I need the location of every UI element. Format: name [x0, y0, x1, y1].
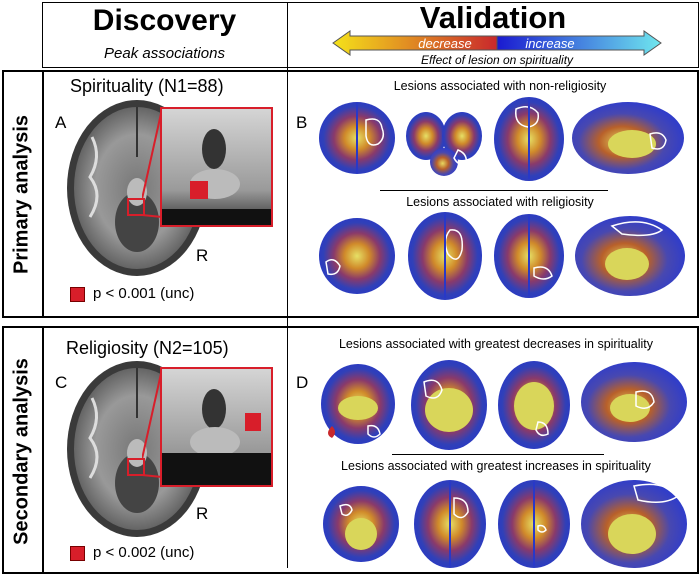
secondary-title: Religiosity (N2=105)	[66, 338, 229, 358]
side-label-c: R	[196, 504, 209, 523]
primary-label-divider	[42, 70, 44, 318]
decrease-label: decrease	[418, 36, 472, 51]
header-divider	[287, 2, 288, 568]
primary-title: Spirituality (N1=88)	[70, 76, 224, 96]
brain-b3	[494, 97, 564, 181]
discovery-title: Discovery	[92, 4, 237, 37]
header-frame	[42, 2, 699, 68]
primary-row-label: Primary analysis	[10, 115, 33, 274]
brain-d1	[321, 364, 395, 444]
brain-b4	[572, 102, 684, 174]
brain-d2	[411, 360, 487, 450]
brain-d7	[498, 480, 570, 568]
primary-frame	[2, 70, 699, 318]
primary-bottom-caption: Lesions associated with religiosity	[406, 195, 594, 209]
increase-label: increase	[525, 36, 575, 51]
side-label-a: R	[196, 246, 209, 265]
zoom-inset-c	[160, 367, 273, 487]
zoom-lines-c	[142, 368, 163, 478]
panel-a-label: A	[55, 113, 67, 132]
secondary-top-caption: Lesions associated with greatest decreas…	[338, 337, 654, 351]
panel-b-label: B	[296, 113, 308, 132]
brain-b1	[319, 102, 395, 174]
panel-c-label: C	[55, 373, 68, 392]
panel-d-label: D	[296, 373, 309, 392]
primary-caption-divider	[380, 190, 608, 191]
validation-title: Validation	[419, 0, 567, 35]
brain-d8	[581, 480, 687, 568]
secondary-row-label: Secondary analysis	[10, 358, 33, 545]
colorbar-caption: Effect of lesion on spirituality	[420, 53, 574, 67]
brain-b7	[494, 214, 564, 298]
brain-b6	[408, 212, 482, 300]
legend-text-c: p < 0.002 (unc)	[93, 544, 195, 561]
brain-d5	[323, 486, 399, 562]
secondary-frame	[2, 326, 699, 574]
zoom-lines-a	[142, 108, 163, 218]
secondary-caption-divider	[392, 454, 604, 455]
roi-box-c	[127, 458, 145, 476]
secondary-label-divider	[42, 326, 44, 574]
brain-d3	[498, 361, 570, 449]
secondary-bottom-caption: Lesions associated with greatest increas…	[341, 459, 651, 473]
legend-swatch-a	[70, 287, 85, 302]
brain-b5	[319, 218, 395, 294]
brain-d6	[414, 480, 486, 568]
legend-text-a: p < 0.001 (unc)	[93, 285, 195, 302]
zoom-inset-a	[160, 107, 273, 227]
brain-b2	[406, 112, 482, 176]
discovery-subtitle: Peak associations	[104, 45, 225, 62]
legend-swatch-c	[70, 546, 85, 561]
colorbar-arrow	[332, 30, 662, 56]
roi-box-a	[127, 198, 145, 216]
brain-d4	[581, 362, 687, 442]
primary-top-caption: Lesions associated with non-religiosity	[393, 79, 607, 93]
brain-b8	[575, 216, 685, 296]
